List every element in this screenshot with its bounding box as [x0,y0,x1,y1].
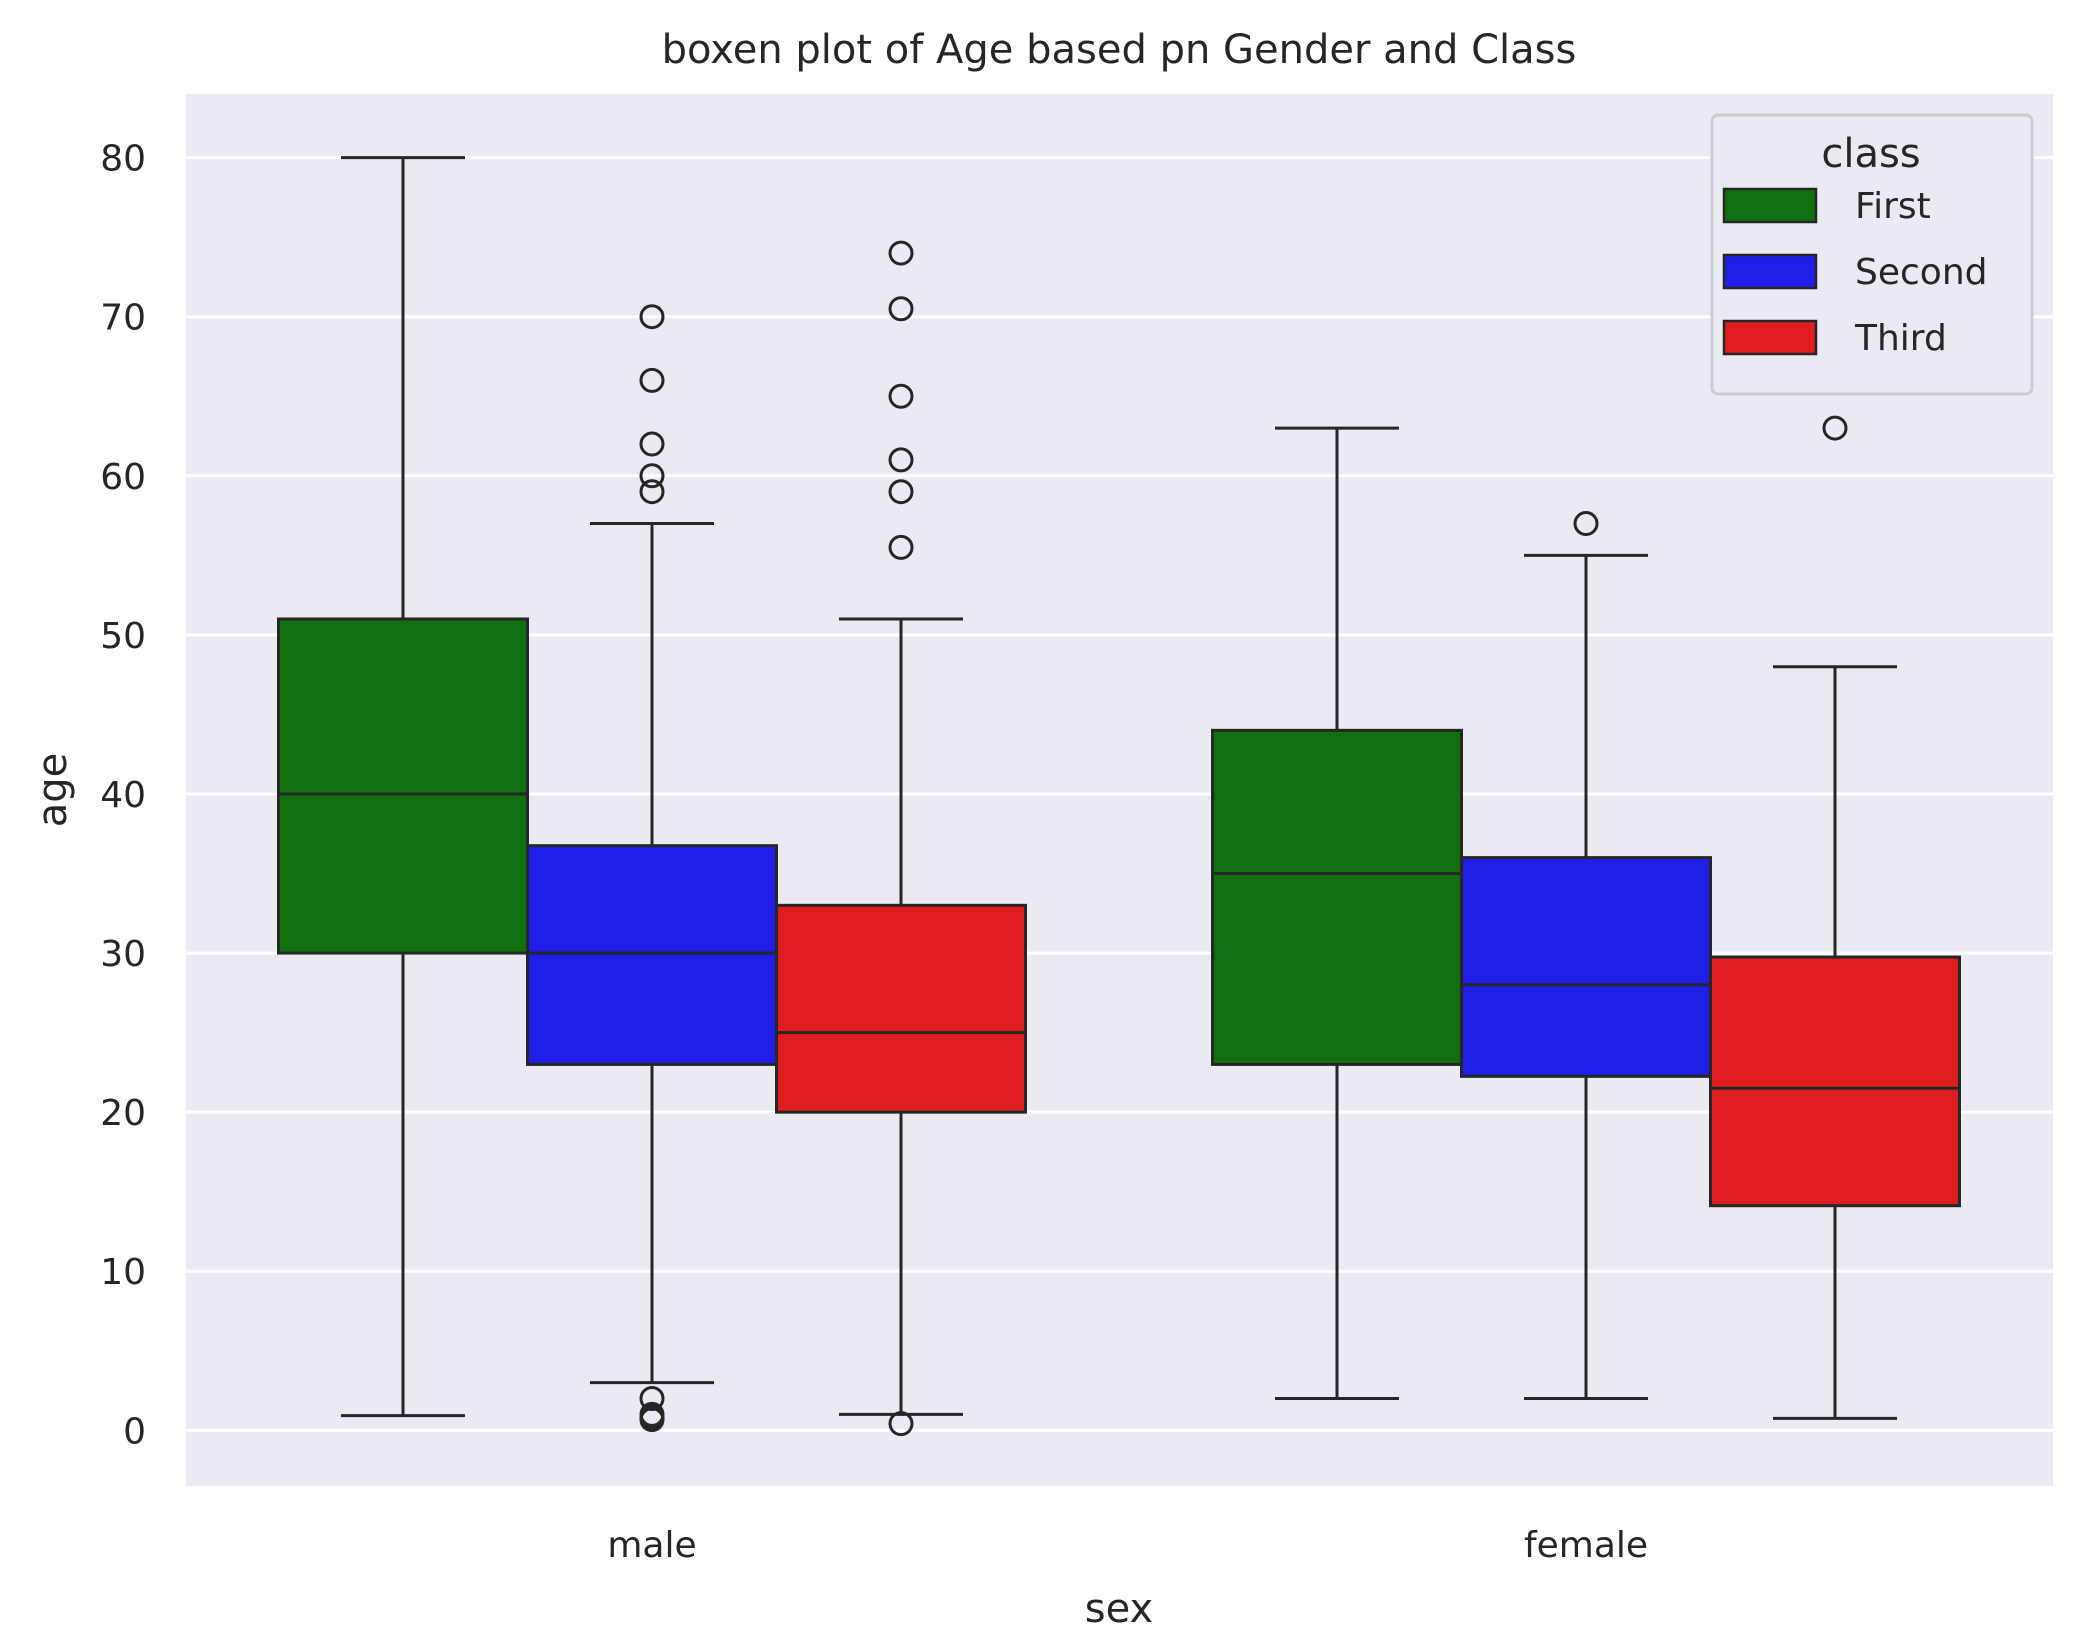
y-tick-label: 10 [100,1252,146,1293]
legend: class First Second Third [1710,113,2034,396]
outlier-point [1573,511,1599,537]
box-group [1460,511,1712,1401]
x-axis-ticks: male female [607,1525,1648,1566]
y-tick-label: 0 [123,1411,146,1452]
outlier-point [639,463,665,489]
y-tick-label: 50 [100,616,146,657]
legend-items: First Second Third [1722,186,1988,359]
y-tick-label: 60 [100,457,146,498]
outlier-point [639,1386,665,1412]
legend-title: class [1821,131,1920,177]
x-tick-label: male [607,1525,696,1566]
outlier-point [639,367,665,393]
legend-label: Second [1855,252,1988,293]
outlier-point [639,431,665,457]
y-tick-label: 70 [100,298,146,339]
box [1211,728,1463,1066]
outlier-point [888,447,914,473]
outlier-point [888,383,914,409]
box [1460,856,1712,1078]
y-axis-ticks: 0 10 20 30 40 50 60 70 80 [100,139,146,1453]
outlier-point [1822,415,1848,441]
outlier-point [639,479,665,505]
y-tick-label: 80 [100,139,146,180]
outlier-point [888,240,914,266]
outlier-point [888,1411,914,1437]
y-tick-label: 20 [100,1093,146,1134]
outlier-point [639,304,665,330]
outlier-point [888,479,914,505]
box [526,844,778,1066]
box-group [277,156,529,1418]
legend-label: Third [1854,318,1947,359]
legend-label: First [1855,186,1931,227]
legend-swatch [1722,319,1818,356]
y-tick-label: 30 [100,934,146,975]
y-tick-label: 40 [100,775,146,816]
boxes [277,156,1961,1437]
x-axis-title: sex [1085,1586,1153,1632]
outlier-point [888,296,914,322]
box-group [1709,415,1961,1420]
outlier-point [639,1401,665,1427]
box [1709,955,1961,1208]
legend-swatch [1722,187,1818,224]
legend-swatch [1722,253,1818,290]
chart-title: boxen plot of Age based pn Gender and Cl… [662,27,1577,73]
x-tick-label: female [1524,1525,1648,1566]
y-axis-title: age [30,753,76,828]
box-group [775,240,1027,1437]
box [277,617,529,955]
box-group [526,304,778,1433]
outlier-point [888,534,914,560]
box [775,903,1027,1114]
